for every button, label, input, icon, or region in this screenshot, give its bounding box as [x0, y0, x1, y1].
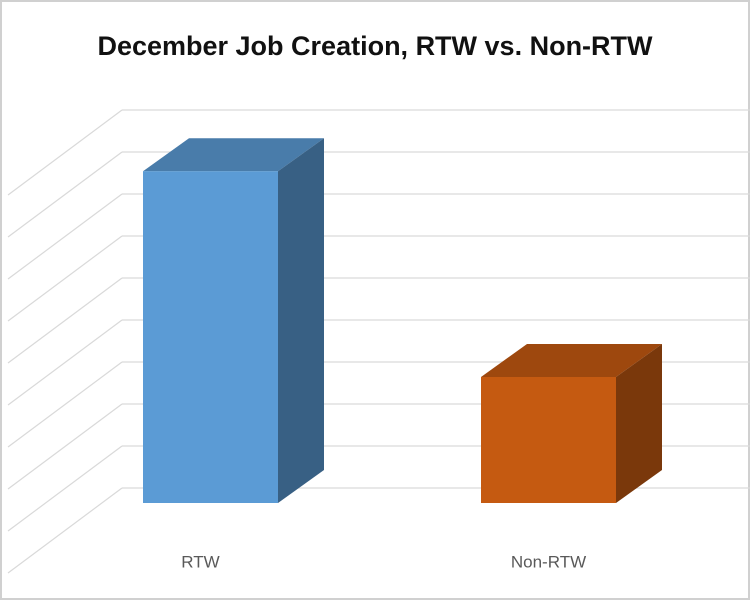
bar-side: [278, 138, 324, 503]
side-grid-line: [7, 319, 123, 406]
side-grid-line: [7, 109, 123, 196]
side-grid-line: [7, 193, 123, 280]
side-grid-line: [7, 361, 123, 448]
side-grid-line: [7, 445, 123, 532]
bar-top: [143, 138, 324, 172]
bar-side: [616, 344, 662, 503]
bar: [143, 171, 278, 503]
side-grid-line: [7, 277, 123, 364]
bar-top: [481, 344, 662, 377]
side-grid-line: [7, 487, 123, 574]
side-grid-line: [7, 403, 123, 490]
x-tick-label: Non-RTW: [511, 552, 586, 571]
side-grid-line: [7, 151, 123, 238]
side-grid-line: [7, 235, 123, 322]
x-tick-label: RTW: [181, 552, 219, 571]
chart-title: December Job Creation, RTW vs. Non-RTW: [97, 31, 653, 61]
bar: [481, 377, 616, 503]
